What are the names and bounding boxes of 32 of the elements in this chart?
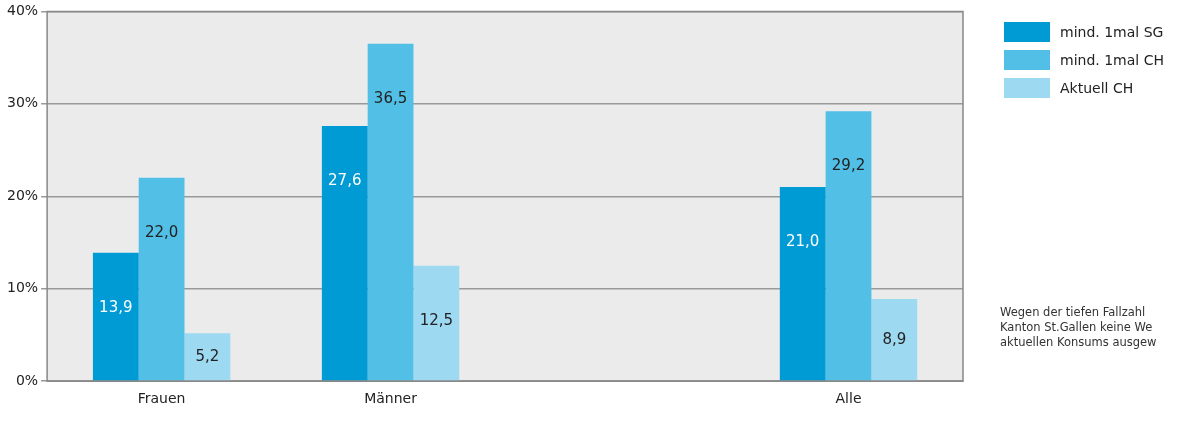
data-label: 5,2 xyxy=(195,346,220,365)
bar xyxy=(321,126,368,381)
text: Wegen der tiefen Fallzahl xyxy=(1000,305,1147,320)
bar xyxy=(825,111,872,381)
bar xyxy=(413,265,460,381)
bar xyxy=(871,298,918,381)
data-label: 27,6 xyxy=(328,170,362,189)
text: Kanton St.Gallen keine We xyxy=(1000,320,1154,335)
data-label: 29,2 xyxy=(831,156,866,175)
bar xyxy=(779,187,826,381)
text: aktuellen Konsums ausgew xyxy=(1000,335,1157,350)
bar xyxy=(138,177,185,381)
data-label: 22,0 xyxy=(144,222,179,241)
x-tick-label: Männer xyxy=(364,390,418,407)
data-label: 13,9 xyxy=(99,297,133,316)
x-tick-label: Frauen xyxy=(137,390,186,407)
y-tick-label: 20% xyxy=(6,186,39,203)
bar xyxy=(184,333,231,381)
y-tick-label: 40% xyxy=(6,2,39,19)
legend-label: Aktuell CH xyxy=(1060,80,1134,96)
bar xyxy=(92,252,139,381)
data-label: 21,0 xyxy=(786,231,820,250)
legend-label: mind. 1mal SG xyxy=(1060,24,1164,40)
y-tick-label: 30% xyxy=(6,94,39,111)
y-tick-label: 0% xyxy=(15,371,39,388)
x-tick-label: Alle xyxy=(835,390,862,407)
legend-label: mind. 1mal CH xyxy=(1060,52,1164,68)
y-tick-label: 10% xyxy=(6,279,39,296)
bar xyxy=(367,43,414,381)
data-label: 12,5 xyxy=(419,310,454,329)
data-label: 36,5 xyxy=(373,88,408,107)
data-label: 8,9 xyxy=(882,329,907,348)
